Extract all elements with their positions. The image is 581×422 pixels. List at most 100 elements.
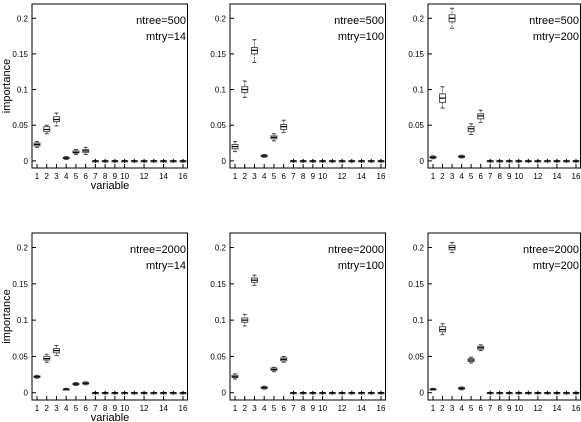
x-tick-label: 14 [357,172,366,181]
box-variable-14 [553,390,561,395]
y-tick-label: 0.05 [210,121,226,130]
box-variable-15 [367,158,375,163]
box-variable-5 [467,356,475,364]
box-variable-11 [328,158,336,163]
x-tick-label: 14 [159,404,168,413]
x-tick-label: 2 [243,404,248,413]
y-tick-label: 0.1 [413,86,425,95]
x-tick-label: 7 [291,172,296,181]
panel-4: 00.050.10.150.21 2 3 4 5 6 7 8 9 10 12 14 16ntree=20… [1,232,188,422]
x-tick-label: 5 [469,404,474,413]
x-tick-label: 4 [64,172,69,181]
panel-annotation: mtry=200 [533,31,579,43]
x-tick-label: 5 [74,404,79,413]
y-axis-label: importance [1,289,13,343]
x-tick-label: 4 [64,404,69,413]
box-variable-11 [328,390,336,395]
box-variable-7 [486,158,494,163]
x-tick-label: 2 [45,172,50,181]
x-tick-label: 5 [272,172,277,181]
box-variable-5 [270,366,278,373]
x-tick-label: 7 [93,404,98,413]
x-tick-label: 6 [478,404,483,413]
box-variable-9 [505,158,513,163]
x-tick-label: 1 [35,404,40,413]
box-variable-9 [111,158,119,163]
y-tick-label: 0.2 [215,244,227,253]
x-tick-label: 12 [533,404,542,413]
box-variable-5 [72,382,80,386]
box-variable-4 [62,387,70,391]
box-variable-10 [319,390,327,395]
x-tick-label: 10 [318,404,327,413]
box-variable-2 [43,353,51,363]
panel-1: 00.050.10.150.21 2 3 4 5 6 7 8 9 10 12 14 16ntree=50… [1,3,188,192]
x-tick-label: 12 [533,172,542,181]
box-variable-7 [486,390,494,395]
y-tick-label: 0.2 [413,14,425,23]
panel-6: 00.050.10.150.21 2 3 4 5 6 7 8 9 10 12 14 16ntree=20… [408,232,581,413]
box-variable-14 [358,390,366,395]
plot-frame [229,232,386,401]
box-variable-11 [130,158,138,163]
box-variable-11 [524,390,532,395]
box-variable-6 [280,355,288,363]
box-variable-13 [348,158,356,163]
x-tick-label: 2 [45,404,50,413]
box-variable-8 [299,390,307,395]
panel-annotation: ntree=500 [334,15,384,27]
panel-annotation: mtry=100 [338,31,384,43]
box-variable-16 [377,390,385,395]
x-tick-label: 4 [262,172,267,181]
box-variable-15 [367,390,375,395]
x-tick-label: 6 [281,172,286,181]
y-tick-label: 0.15 [408,50,424,59]
x-tick-label: 9 [507,172,512,181]
y-tick-label: 0 [420,157,425,166]
panel-annotation: ntree=500 [136,15,186,27]
x-tick-label: 7 [488,404,493,413]
box-variable-1 [429,155,437,160]
x-tick-label: 7 [291,404,296,413]
box-variable-7 [289,390,297,395]
y-tick-label: 0.15 [210,280,226,289]
box-variable-6 [82,381,90,386]
box-variable-1 [33,374,41,379]
box-variable-3 [52,345,60,357]
x-tick-label: 1 [233,172,238,181]
box-variable-4 [458,386,466,391]
x-tick-label: 14 [357,404,366,413]
x-tick-label: 6 [83,172,88,181]
panel-annotation: ntree=2000 [523,244,579,256]
x-tick-label: 8 [103,404,108,413]
x-tick-label: 9 [311,172,316,181]
plot-frame [229,3,386,169]
panel-annotation: mtry=100 [338,260,384,272]
x-tick-label: 14 [159,172,168,181]
y-tick-label: 0.05 [210,352,226,361]
x-tick-label: 10 [318,172,327,181]
x-tick-label: 2 [440,172,445,181]
y-tick-label: 0.1 [215,316,227,325]
box-variable-8 [101,158,109,163]
y-tick-label: 0.2 [17,14,29,23]
box-variable-14 [358,158,366,163]
x-tick-label: 10 [120,404,129,413]
box-variable-3 [448,7,456,29]
box-variable-1 [429,387,437,391]
box-variable-4 [260,385,268,390]
y-tick-label: 0 [24,389,29,398]
x-tick-label: 3 [252,172,257,181]
box-variable-10 [121,390,129,395]
box-variable-15 [562,390,570,395]
y-tick-label: 0.15 [408,280,424,289]
box-variable-10 [319,158,327,163]
box-variable-13 [150,390,158,395]
box-variable-8 [496,158,504,163]
box-variable-9 [111,390,119,395]
box-variable-6 [477,109,485,123]
x-tick-label: 14 [552,404,561,413]
y-tick-label: 0.05 [12,121,28,130]
x-tick-label: 2 [440,404,445,413]
